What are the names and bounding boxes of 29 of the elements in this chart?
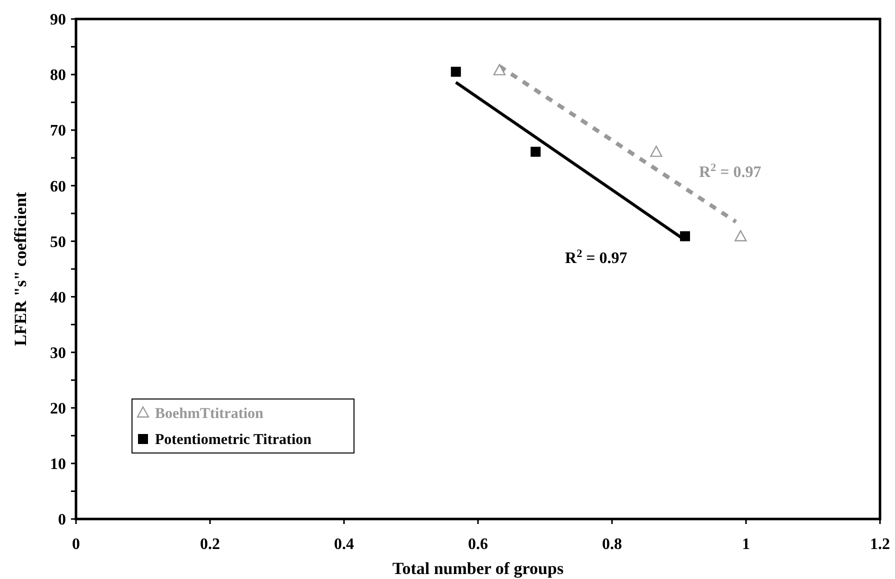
point — [493, 64, 506, 76]
y-tick-label: 70 — [50, 122, 66, 140]
y-tick-label: 10 — [50, 456, 66, 474]
x-tick-label: 0.8 — [602, 536, 622, 553]
x-axis-title: Total number of groups — [392, 559, 564, 578]
legend-label: Potentiometric Titration — [155, 432, 312, 448]
x-tick-label: 0 — [72, 536, 80, 553]
x-tick-label: 1 — [742, 536, 750, 553]
y-tick-label: 80 — [50, 67, 66, 84]
y-tick-label: 20 — [50, 400, 66, 418]
x-tick-label: 0.2 — [200, 536, 220, 553]
legend-label: BoehmTtitration — [155, 406, 264, 422]
y-axis-title: LFER "s" coefficient — [11, 192, 30, 346]
y-tick-label: 90 — [50, 12, 66, 29]
point — [734, 230, 747, 242]
y-tick-label: 0 — [58, 512, 66, 529]
x-tick-label: 0.6 — [468, 536, 488, 553]
y-tick-label: 40 — [50, 289, 66, 306]
annotation: R$^{2}$ = 0.97 — [565, 248, 628, 268]
y-tick-label: 30 — [50, 344, 66, 362]
point — [530, 146, 541, 157]
point — [680, 231, 690, 242]
y-tick-label: 60 — [50, 178, 66, 196]
annotation: R$^{2}$ = 0.97 — [698, 162, 762, 181]
point — [650, 146, 662, 157]
y-tick-label: 50 — [50, 234, 66, 251]
x-tick-label: 0.4 — [334, 536, 354, 553]
x-tick-label: 1.2 — [870, 536, 890, 553]
point — [450, 66, 461, 77]
